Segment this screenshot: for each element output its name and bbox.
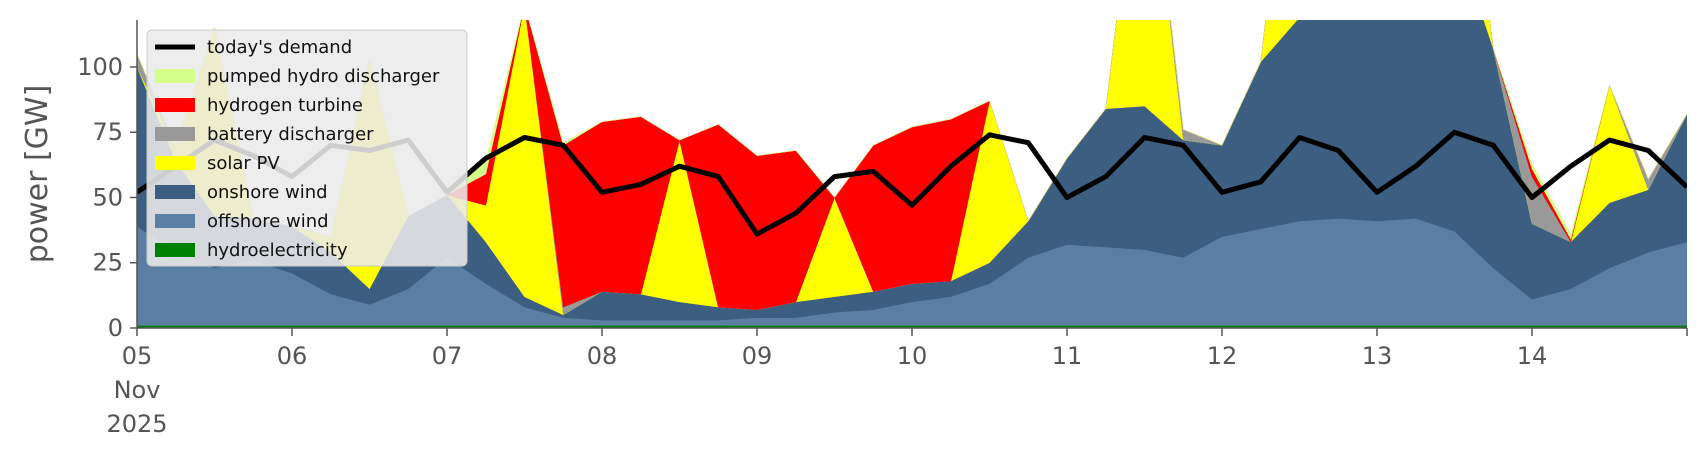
legend-swatch-onshore-wind: [155, 185, 195, 199]
x-tick-label: 11: [1052, 342, 1083, 370]
x-tick-label: 12: [1207, 342, 1238, 370]
legend-label-hydroelectricity: hydroelectricity: [207, 240, 348, 261]
legend-swatch-offshore-wind: [155, 214, 195, 228]
area-pumped-hydro-discharger: [137, 20, 1687, 240]
x-tick-label: 09: [742, 342, 773, 370]
x-tick-label: 06: [277, 342, 308, 370]
x-tick-label: 13: [1362, 342, 1393, 370]
legend-swatch-solar-pv: [155, 156, 195, 170]
x-tick-label: 14: [1517, 342, 1548, 370]
y-tick-label: 0: [108, 314, 123, 342]
x-tick-label: 10: [897, 342, 928, 370]
y-axis-title: power [GW]: [20, 85, 55, 264]
legend-label-offshore-wind: offshore wind: [207, 211, 329, 232]
x-tick-label: 2025: [106, 410, 167, 438]
y-tick-label: 100: [77, 53, 123, 81]
x-tick-label: 07: [432, 342, 463, 370]
y-tick-label: 75: [92, 118, 123, 146]
legend-label-pumped-hydro-discharger: pumped hydro discharger: [207, 66, 440, 87]
legend-swatch-hydroelectricity: [155, 243, 195, 257]
y-tick-label: 25: [92, 249, 123, 277]
legend-label-today-s-demand: today's demand: [207, 37, 352, 58]
x-tick-label: 08: [587, 342, 618, 370]
legend-swatch-battery-discharger: [155, 127, 195, 141]
x-tick-label: 05: [122, 342, 153, 370]
legend-swatch-pumped-hydro-discharger: [155, 69, 195, 83]
legend: today's demand pumped hydro discharger hyd…: [146, 29, 468, 267]
y-tick-label: 50: [92, 183, 123, 211]
legend-label-solar-pv: solar PV: [207, 153, 280, 174]
legend-box: [146, 29, 468, 267]
legend-label-battery-discharger: battery discharger: [207, 124, 374, 145]
x-tick-label: Nov: [114, 376, 161, 404]
legend-label-onshore-wind: onshore wind: [207, 182, 328, 203]
legend-label-hydrogen-turbine: hydrogen turbine: [207, 95, 363, 116]
axes: 0 25 50 75 100 05 Nov 2025 06 07 08 09 10 11 12 13 14: [77, 20, 1688, 438]
legend-swatch-hydrogen-turbine: [155, 98, 195, 112]
